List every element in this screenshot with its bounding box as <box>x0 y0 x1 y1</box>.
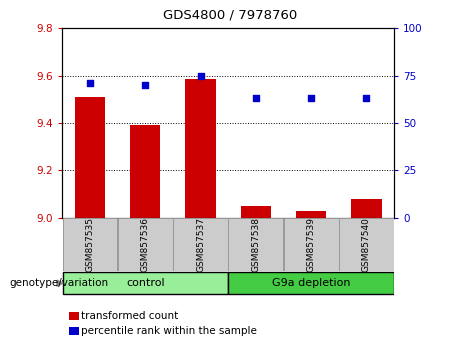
Bar <box>63 272 228 295</box>
Point <box>142 82 149 88</box>
Bar <box>241 206 271 218</box>
Text: GSM857538: GSM857538 <box>251 217 260 272</box>
Point <box>86 80 94 86</box>
Text: GSM857536: GSM857536 <box>141 217 150 272</box>
Bar <box>130 125 160 218</box>
Text: GSM857540: GSM857540 <box>362 217 371 272</box>
Bar <box>185 79 216 218</box>
Text: GSM857537: GSM857537 <box>196 217 205 272</box>
Text: transformed count: transformed count <box>81 311 178 321</box>
Bar <box>296 211 326 218</box>
Bar <box>75 97 105 218</box>
Point <box>197 73 204 79</box>
Text: G9a depletion: G9a depletion <box>272 278 350 288</box>
Bar <box>118 218 172 271</box>
Text: genotype/variation: genotype/variation <box>9 278 108 288</box>
Point <box>252 96 260 101</box>
Text: control: control <box>126 278 165 288</box>
Bar <box>229 218 283 271</box>
Bar <box>173 218 228 271</box>
Text: percentile rank within the sample: percentile rank within the sample <box>81 326 257 336</box>
Text: GSM857539: GSM857539 <box>307 217 316 272</box>
Text: GSM857535: GSM857535 <box>85 217 95 272</box>
Bar <box>69 327 79 335</box>
Point <box>363 96 370 101</box>
Bar <box>339 218 394 271</box>
Text: GDS4800 / 7978760: GDS4800 / 7978760 <box>163 9 298 22</box>
Bar <box>284 218 338 271</box>
Bar <box>63 218 117 271</box>
Point <box>307 96 315 101</box>
Bar <box>69 312 79 320</box>
Bar <box>229 272 394 295</box>
Bar <box>351 199 382 218</box>
